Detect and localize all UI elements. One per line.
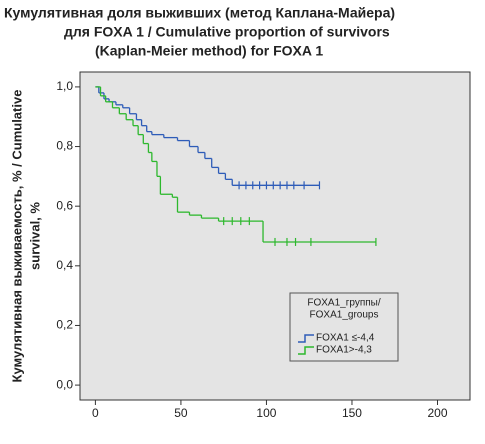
x-tick-label: 200 [427,406,447,420]
x-tick-label: 100 [256,406,276,420]
y-tick-label: 0,0 [56,377,73,391]
y-tick-label: 0,6 [56,198,73,212]
x-tick-label: 50 [174,406,188,420]
legend-title: FOXA1_группы/ [307,298,380,309]
legend-swatch [298,346,314,355]
legend-title: FOXA1_groups [310,310,379,321]
legend-label: FOXA1>-4,3 [316,345,372,356]
x-tick-label: 150 [342,406,362,420]
chart-title: Кумулятивная доля выживших (метод Каплан… [4,5,395,21]
y-tick-label: 0,8 [56,139,73,153]
legend-label: FOXA1 ≤-4,4 [316,333,375,344]
y-tick-label: 0,4 [56,258,73,272]
y-tick-label: 0,2 [56,318,73,332]
plot-area [79,71,471,401]
y-label-line: Кумулятивная выживаемость, % / Cumulativ… [9,90,24,383]
y-label-line: survival, % [27,202,42,270]
legend: FOXA1_группы/FOXA1_groups FOXA1 ≤-4,4FOXA… [289,292,399,362]
y-axis-label: Кумулятивная выживаемость, % / Cumulativ… [9,90,42,383]
y-tick-label: 1,0 [56,79,73,93]
x-tick-label: 0 [92,406,99,420]
chart-title: (Kaplan-Meier method) for FOXA 1 [95,43,323,59]
legend-swatch [298,334,314,343]
legend-box [289,292,399,362]
chart-title: для FOXA 1 / Cumulative proportion of su… [64,24,390,40]
